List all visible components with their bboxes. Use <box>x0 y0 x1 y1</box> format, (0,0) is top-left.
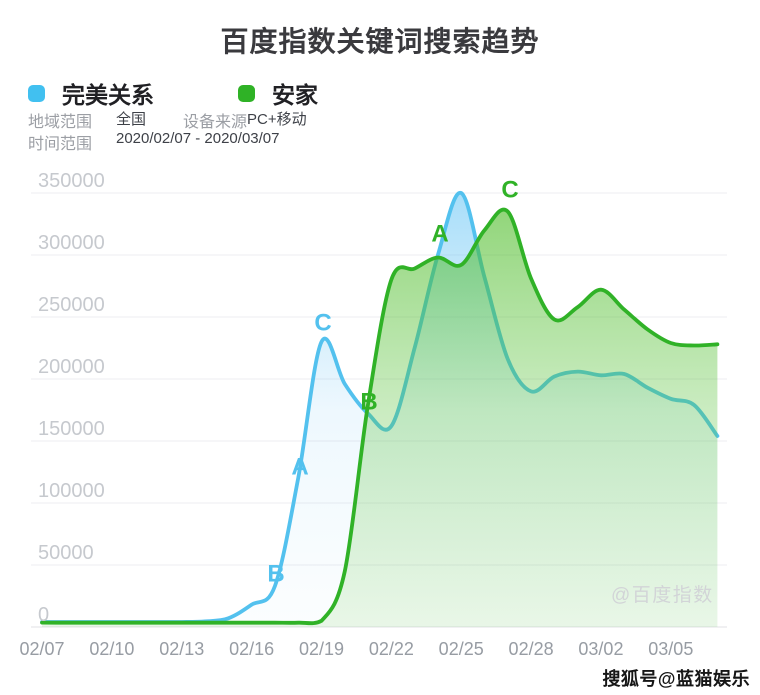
x-axis-label-02-28: 02/28 <box>508 639 554 659</box>
x-axis-label-02-19: 02/19 <box>298 639 344 659</box>
device-label: 设备来源 <box>183 114 248 131</box>
device-value: PC+移动 <box>247 111 307 128</box>
event-marker-c-series-2: C <box>501 176 519 204</box>
series-line-2 <box>40 207 720 626</box>
y-axis-label-200000: 200000 <box>38 356 105 378</box>
page-title: 百度指数关键词搜索趋势 <box>220 26 540 57</box>
meta-row-2: 时间范围 2020/02/07 - 2020/03/07 <box>28 130 588 153</box>
y-axis-label-150000: 150000 <box>38 418 105 440</box>
x-axis-label-02-13: 02/13 <box>159 639 205 659</box>
legend-label-series-2: 安家 <box>272 82 318 108</box>
legend-swatch-blue-icon <box>28 84 45 102</box>
event-marker-b-series-2: B <box>360 388 378 416</box>
x-axis-label-02-25: 02/25 <box>438 639 484 659</box>
y-axis-label-350000: 350000 <box>38 170 105 192</box>
sohu-credit: 搜狐号@蓝猫娱乐 <box>602 669 750 689</box>
x-axis-label-03-05: 03/05 <box>648 639 694 659</box>
series-area-2 <box>42 209 718 627</box>
legend-item-series-1[interactable]: 完美关系 <box>28 76 154 110</box>
legend-label-series-1: 完美关系 <box>62 82 154 108</box>
event-marker-c-series-1: C <box>314 309 332 337</box>
y-axis-label-250000: 250000 <box>38 294 105 316</box>
legend-item-series-2[interactable]: 安家 <box>238 76 318 110</box>
x-axis-label-02-07: 02/07 <box>19 639 65 659</box>
y-axis-label-0: 0 <box>38 604 50 626</box>
event-marker-a-series-1: A <box>291 453 309 481</box>
legend-swatch-green-icon <box>238 84 255 102</box>
y-axis-label-100000: 100000 <box>38 480 105 502</box>
meta-info: 地域范围 全国 设备来源 PC+移动 时间范围 2020/02/07 - 202… <box>28 108 588 153</box>
region-value: 全国 <box>116 111 147 128</box>
x-axis-label-02-22: 02/22 <box>368 639 414 659</box>
event-marker-a-series-2: A <box>431 220 449 248</box>
baidu-watermark: @百度指数 <box>611 585 714 606</box>
series-layer <box>40 191 720 627</box>
region-label: 地域范围 <box>28 114 93 131</box>
y-axis-label-300000: 300000 <box>38 232 105 254</box>
x-axis-label-02-16: 02/16 <box>229 639 275 659</box>
time-value: 2020/02/07 - 2020/03/07 <box>116 130 280 147</box>
y-axis-label-50000: 50000 <box>38 542 94 564</box>
meta-row-1: 地域范围 全国 设备来源 PC+移动 <box>28 108 588 131</box>
x-axis-label-03-02: 03/02 <box>578 639 624 659</box>
event-marker-b-series-1: B <box>267 560 285 588</box>
time-label: 时间范围 <box>28 136 93 153</box>
x-axis-label-02-10: 02/10 <box>89 639 135 659</box>
